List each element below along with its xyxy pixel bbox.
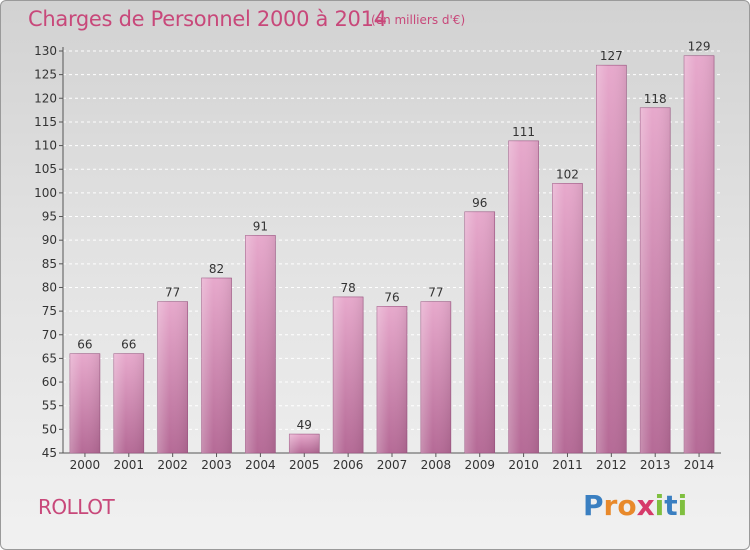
bar-value-label: 118 xyxy=(644,92,667,106)
x-tick-label: 2006 xyxy=(333,458,364,472)
bar-shade xyxy=(508,140,539,453)
bar-shade xyxy=(245,235,276,453)
y-tick-label: 80 xyxy=(42,280,57,294)
y-tick-label: 65 xyxy=(42,351,57,365)
y-tick-label: 45 xyxy=(42,446,57,460)
bar-shade xyxy=(377,306,407,453)
x-tick-label: 2000 xyxy=(70,458,101,472)
y-tick-label: 125 xyxy=(34,68,57,82)
x-tick-label: 2004 xyxy=(245,458,276,472)
bar-value-label: 66 xyxy=(77,338,92,352)
x-tick-label: 2014 xyxy=(684,458,715,472)
logo-letter: P xyxy=(583,489,604,522)
y-tick-label: 50 xyxy=(42,422,57,436)
bar-value-label: 77 xyxy=(428,286,443,300)
commune-name: ROLLOT xyxy=(38,495,115,519)
x-tick-label: 2003 xyxy=(201,458,232,472)
chart-title: Charges de Personnel 2000 à 2014 xyxy=(28,7,387,31)
bars: 66 66 77 82 91 49 78 76 77 96 111 102 127 118 129 xyxy=(69,40,715,454)
x-tick-label: 2008 xyxy=(421,458,452,472)
bar-value-label: 77 xyxy=(165,286,180,300)
logo-letter: t xyxy=(664,489,678,522)
y-tick-label: 75 xyxy=(42,304,57,318)
y-tick-label: 110 xyxy=(34,139,57,153)
bar-shade xyxy=(552,183,583,453)
logo-letter: i xyxy=(654,489,665,522)
y-tick-label: 90 xyxy=(42,233,57,247)
x-tick-label: 2002 xyxy=(157,458,188,472)
y-tick-label: 115 xyxy=(34,115,57,129)
bar-value-label: 127 xyxy=(600,49,623,63)
y-tick-label: 55 xyxy=(42,399,57,413)
y-tick-label: 70 xyxy=(42,328,57,342)
bar-value-label: 91 xyxy=(253,219,268,233)
logo-letter: o xyxy=(617,489,637,522)
bar-value-label: 129 xyxy=(688,40,711,54)
x-tick-label: 2012 xyxy=(596,458,627,472)
x-tick-label: 2001 xyxy=(114,458,145,472)
bar-value-label: 49 xyxy=(297,418,312,432)
bar-value-label: 96 xyxy=(472,196,487,210)
bar-value-label: 66 xyxy=(121,338,136,352)
x-tick-label: 2007 xyxy=(377,458,408,472)
bar-shade xyxy=(640,107,671,454)
bar-value-label: 82 xyxy=(209,262,224,276)
y-tick-label: 60 xyxy=(42,375,57,389)
y-tick-label: 85 xyxy=(42,257,57,271)
y-tick-label: 95 xyxy=(42,210,57,224)
y-tick-label: 120 xyxy=(34,91,57,105)
bar-value-label: 78 xyxy=(340,281,355,295)
x-tick-label: 2011 xyxy=(552,458,583,472)
bar-value-label: 102 xyxy=(556,167,579,181)
bar-shade xyxy=(201,278,232,453)
bar-shade xyxy=(333,296,364,453)
x-tick-label: 2010 xyxy=(508,458,539,472)
y-tick-label: 130 xyxy=(34,44,57,58)
bar-shade xyxy=(289,434,320,453)
logo-letter: x xyxy=(636,489,655,522)
bar-shade xyxy=(157,301,188,453)
x-tick-label: 2005 xyxy=(289,458,320,472)
y-tick-label: 100 xyxy=(34,186,57,200)
y-tick-label: 105 xyxy=(34,162,57,176)
bar-shade xyxy=(464,211,495,453)
bar-shade xyxy=(113,353,144,453)
bar-shade xyxy=(420,301,451,453)
bar-value-label: 76 xyxy=(384,290,399,304)
chart-subtitle: (en milliers d'€) xyxy=(371,13,466,27)
bar-shade xyxy=(69,353,100,453)
logo-letter: r xyxy=(603,489,618,522)
axes: 45 50 55 60 65 70 75 80 85 90 95 100 105 110 115 120 125… xyxy=(34,44,721,472)
x-tick-label: 2009 xyxy=(464,458,495,472)
bar-shade xyxy=(596,65,627,453)
bar-shade xyxy=(684,55,715,454)
proxiti-logo: Proxiti xyxy=(583,489,687,522)
bar-value-label: 111 xyxy=(512,125,535,139)
x-tick-label: 2013 xyxy=(640,458,671,472)
logo-letter: i xyxy=(677,489,688,522)
